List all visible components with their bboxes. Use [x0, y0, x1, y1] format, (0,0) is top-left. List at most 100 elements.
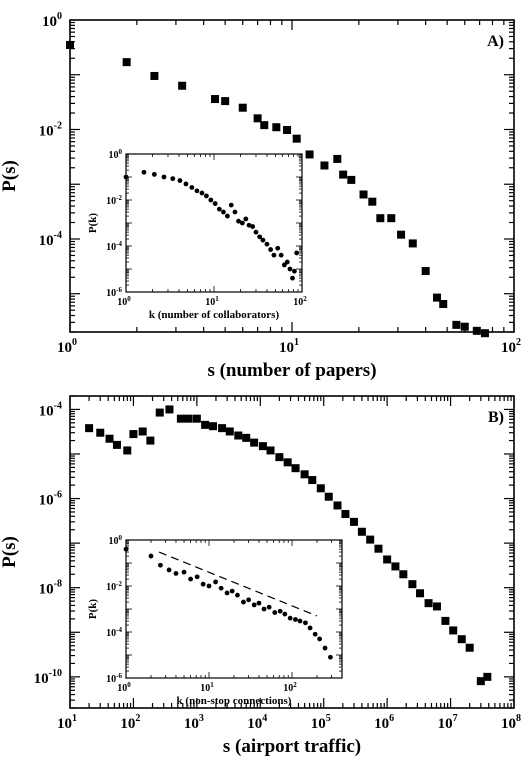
- data-point-circle: [307, 625, 313, 631]
- x-tick-label: 100: [117, 295, 131, 308]
- data-point-circle: [204, 193, 209, 199]
- data-point-circle: [287, 266, 293, 272]
- data-point-circle: [224, 590, 230, 596]
- data-point-circle: [257, 234, 263, 240]
- y-tick-label-exponent: -6: [54, 490, 62, 501]
- x-tick-label-base: 10: [57, 340, 72, 356]
- data-point-circle: [151, 171, 157, 177]
- x-tick-label-exponent: 8: [516, 713, 521, 724]
- data-point-square: [218, 424, 227, 433]
- x-tick-label-base: 10: [200, 683, 210, 694]
- y-tick-label: 10-2: [106, 194, 122, 207]
- data-point-circle: [251, 602, 257, 608]
- data-point-square: [341, 510, 350, 519]
- data-point-square: [300, 470, 309, 479]
- data-point-square: [433, 293, 442, 302]
- x-tick-label-exponent: 2: [135, 713, 140, 724]
- data-point-circle: [194, 574, 200, 580]
- y-tick-label-base: 10: [34, 671, 49, 687]
- data-point-circle: [250, 224, 256, 229]
- y-tick-label: 100: [42, 11, 62, 30]
- y-tick-label-exponent: 0: [119, 534, 123, 542]
- data-point-circle: [158, 562, 163, 568]
- x-tick-label-base: 10: [205, 297, 215, 308]
- y-tick-label: 10-8: [39, 579, 62, 598]
- data-point-square: [316, 484, 325, 493]
- data-point-circle: [183, 181, 189, 187]
- x-tick-label: 102: [283, 681, 297, 694]
- data-point-circle: [177, 178, 183, 183]
- x-axis-label: s (number of papers): [207, 360, 376, 381]
- data-point-square: [374, 544, 383, 553]
- data-point-square: [129, 430, 138, 439]
- data-point-circle: [235, 592, 240, 598]
- data-point-square: [178, 81, 187, 90]
- data-point-circle: [293, 617, 298, 622]
- data-point-circle: [123, 174, 129, 180]
- y-tick-label-exponent: -4: [54, 400, 62, 411]
- data-point-square: [376, 214, 385, 223]
- data-point-square: [176, 414, 185, 423]
- x-tick-label-exponent: 2: [516, 337, 521, 348]
- data-point-square: [96, 428, 105, 437]
- x-tick-label-exponent: 1: [72, 713, 77, 724]
- data-point-circle: [253, 229, 259, 235]
- data-point-circle: [239, 220, 245, 226]
- y-axis-label: P(k): [87, 599, 99, 620]
- data-point-circle: [277, 608, 283, 614]
- data-point-square: [283, 458, 292, 467]
- data-point-square: [112, 440, 121, 449]
- x-tick-label-exponent: 0: [72, 337, 77, 348]
- data-point-square: [397, 230, 406, 239]
- data-point-square: [291, 464, 300, 473]
- x-tick-label: 100: [117, 681, 131, 694]
- y-tick-label-base: 10: [106, 628, 116, 639]
- data-point-square: [292, 134, 301, 143]
- y-tick-label-exponent: -6: [116, 286, 122, 294]
- data-point-circle: [303, 620, 308, 626]
- data-point-square: [416, 589, 425, 598]
- data-point-circle: [246, 597, 252, 603]
- data-point-circle: [216, 206, 222, 212]
- data-point-square: [122, 58, 131, 67]
- data-point-square: [441, 616, 450, 625]
- data-point-square: [275, 453, 284, 462]
- x-tick-label-base: 10: [184, 716, 199, 732]
- data-point-circle: [261, 606, 267, 612]
- y-tick-label: 10-4: [106, 240, 122, 253]
- data-point-square: [387, 214, 396, 223]
- data-point-square: [366, 535, 375, 544]
- data-point-circle: [213, 579, 218, 585]
- data-point-square: [146, 436, 155, 445]
- x-tick-label-exponent: 5: [326, 713, 331, 724]
- data-point-circle: [260, 237, 266, 243]
- y-tick-label-exponent: 0: [57, 11, 62, 22]
- x-tick-label-exponent: 1: [215, 295, 219, 303]
- x-tick-label-exponent: 2: [303, 295, 307, 303]
- x-tick-label: 103: [184, 713, 204, 732]
- x-tick-label: 107: [438, 713, 458, 732]
- y-tick-label: 10-2: [39, 120, 62, 139]
- y-tick-label-base: 10: [106, 196, 116, 207]
- y-tick-label-base: 10: [106, 288, 116, 299]
- x-tick-label-base: 10: [57, 716, 72, 732]
- data-point-circle: [272, 610, 278, 615]
- data-point-square: [225, 427, 234, 436]
- x-tick-label: 101: [279, 337, 299, 356]
- y-axis-label: P(s): [0, 160, 20, 192]
- data-point-square: [308, 476, 317, 485]
- data-point-square: [383, 555, 392, 564]
- y-tick-label-exponent: -4: [54, 230, 62, 241]
- x-tick-label: 102: [120, 713, 140, 732]
- y-tick-label: 100: [109, 148, 123, 161]
- data-point-square: [465, 643, 474, 652]
- x-axis-label: k (non-stop connections): [177, 695, 292, 707]
- x-tick-label-base: 10: [247, 716, 262, 732]
- data-point-circle: [229, 588, 235, 594]
- y-tick-label-base: 10: [39, 233, 54, 249]
- data-point-square: [184, 414, 193, 423]
- x-tick-label: 104: [247, 713, 267, 732]
- data-point-circle: [266, 604, 272, 610]
- plot-frame: [125, 539, 343, 679]
